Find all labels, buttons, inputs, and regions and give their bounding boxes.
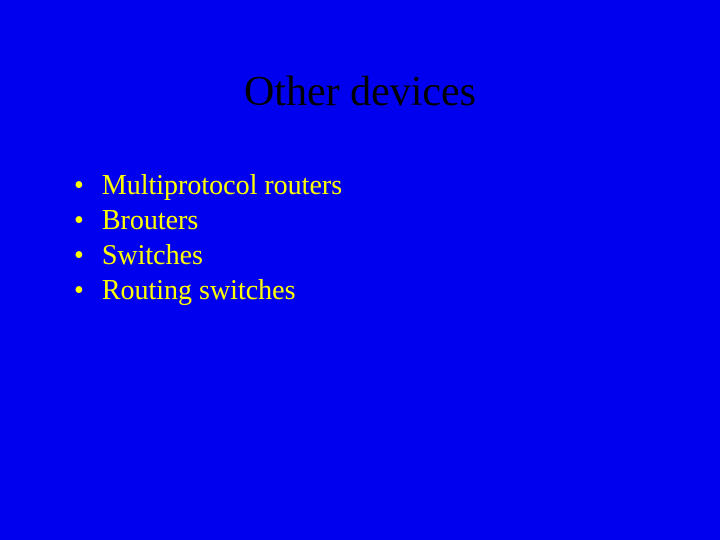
bullet-text: Switches [102,238,203,273]
list-item: • Brouters [74,203,720,238]
bullet-text: Multiprotocol routers [102,168,342,203]
bullet-text: Brouters [102,203,198,238]
list-item: • Multiprotocol routers [74,168,720,203]
list-item: • Routing switches [74,273,720,308]
bullet-icon: • [74,203,84,238]
bullet-icon: • [74,238,84,273]
slide-title: Other devices [0,68,720,116]
bullet-icon: • [74,168,84,203]
list-item: • Switches [74,238,720,273]
bullet-icon: • [74,273,84,308]
bullet-list: • Multiprotocol routers • Brouters • Swi… [0,168,720,308]
bullet-text: Routing switches [102,273,296,308]
slide-container: Other devices • Multiprotocol routers • … [0,0,720,540]
